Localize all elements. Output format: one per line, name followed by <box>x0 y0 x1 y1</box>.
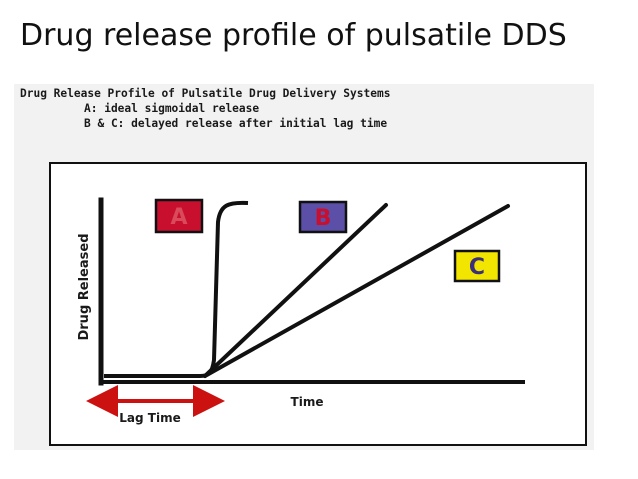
y-axis-label: Drug Released <box>77 233 92 340</box>
figure-header: Drug Release Profile of Pulsatile Drug D… <box>20 86 390 131</box>
badge-a-label: A <box>170 205 187 230</box>
slide-title: Drug release profile of pulsatile DDS <box>20 18 567 53</box>
figure-header-title: Drug Release Profile of Pulsatile Drug D… <box>20 87 391 100</box>
figure-header-line-bc: B & C: delayed release after initial lag… <box>84 117 388 130</box>
badge-c <box>453 249 501 283</box>
badge-a <box>154 198 204 234</box>
badge-c-label: C <box>469 255 485 280</box>
badge-b <box>298 200 348 234</box>
lag-time-label: Lag Time <box>119 411 180 425</box>
curve-b <box>203 203 388 378</box>
badge-b-label: B <box>315 206 332 231</box>
x-axis-label: Time <box>291 395 324 409</box>
figure-header-line-a: A: ideal sigmoidal release <box>84 102 260 115</box>
curve-c <box>203 204 510 378</box>
